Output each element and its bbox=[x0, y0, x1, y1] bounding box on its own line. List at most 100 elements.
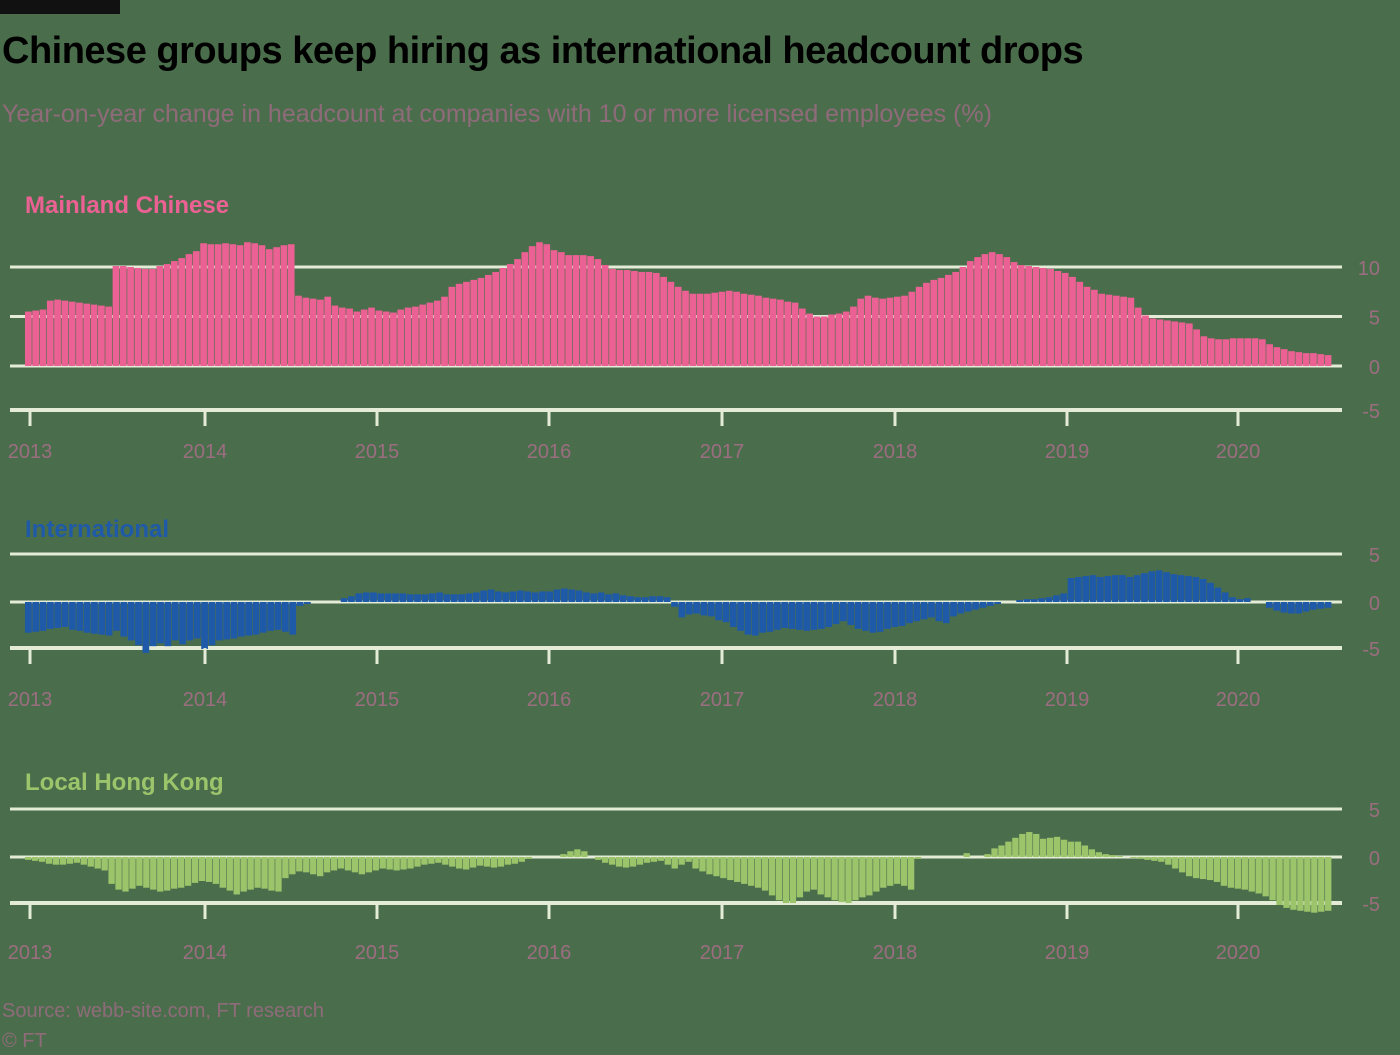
bar bbox=[1302, 353, 1310, 366]
bar bbox=[1105, 294, 1113, 366]
panel-mainland: Mainland Chinese 10 5 0 -5 2013 2014 2015 2016 20… bbox=[8, 192, 1380, 463]
bar bbox=[689, 293, 697, 366]
bar bbox=[572, 255, 580, 366]
bar bbox=[1120, 296, 1127, 366]
bar bbox=[32, 310, 39, 366]
bar bbox=[935, 602, 943, 622]
bar bbox=[791, 302, 799, 366]
bar bbox=[583, 592, 590, 602]
x-tick-label: 2015 bbox=[355, 942, 400, 964]
bar bbox=[1025, 266, 1033, 366]
bar bbox=[650, 857, 658, 862]
bar bbox=[671, 602, 678, 607]
bar bbox=[1083, 286, 1091, 366]
bar bbox=[908, 291, 916, 366]
bar bbox=[490, 857, 498, 868]
x-tick-label: 2018 bbox=[873, 689, 918, 711]
bar bbox=[754, 857, 762, 888]
bar bbox=[864, 295, 872, 366]
bar bbox=[817, 857, 824, 895]
bar bbox=[414, 857, 421, 867]
bar bbox=[201, 602, 208, 650]
bar bbox=[629, 857, 637, 867]
bar bbox=[1144, 857, 1151, 860]
bar bbox=[1088, 849, 1096, 857]
bar bbox=[847, 602, 855, 626]
bar bbox=[108, 857, 115, 884]
bar bbox=[568, 589, 576, 602]
bar bbox=[988, 252, 996, 366]
bar bbox=[1185, 323, 1193, 366]
x-tick-label: 2018 bbox=[873, 441, 918, 463]
bar bbox=[711, 292, 719, 366]
bar bbox=[25, 602, 32, 633]
bar bbox=[1317, 602, 1325, 609]
bar bbox=[247, 857, 254, 890]
bar bbox=[713, 857, 720, 877]
bar bbox=[768, 857, 776, 896]
bar bbox=[61, 602, 69, 627]
bar bbox=[1130, 857, 1137, 858]
bar bbox=[399, 593, 407, 602]
bar bbox=[1280, 602, 1288, 613]
bar bbox=[268, 857, 275, 891]
bar bbox=[893, 296, 901, 366]
bar bbox=[664, 857, 671, 865]
bar bbox=[514, 259, 521, 366]
bar bbox=[1241, 857, 1248, 890]
x-tick-label: 2016 bbox=[527, 942, 572, 964]
bar bbox=[1302, 602, 1310, 612]
bar bbox=[740, 293, 748, 366]
bar bbox=[824, 857, 831, 898]
bar bbox=[1265, 602, 1273, 608]
bar bbox=[1178, 322, 1186, 366]
bar bbox=[289, 602, 297, 635]
bar bbox=[1098, 293, 1106, 366]
bar bbox=[47, 602, 54, 629]
panel-international: International 5 0 -5 2013 2014 2015 2016 2017 201… bbox=[8, 516, 1380, 711]
bar bbox=[360, 309, 368, 366]
bar bbox=[696, 293, 704, 366]
bar bbox=[455, 283, 463, 366]
bar bbox=[400, 857, 407, 870]
x-tick-label: 2019 bbox=[1045, 689, 1090, 711]
bar bbox=[1012, 837, 1019, 857]
bar bbox=[645, 271, 653, 366]
bar bbox=[1026, 832, 1033, 857]
bar bbox=[1156, 319, 1164, 366]
bar bbox=[1266, 344, 1273, 366]
bar bbox=[200, 243, 207, 366]
bar bbox=[1163, 572, 1170, 602]
bar bbox=[237, 602, 245, 637]
bar bbox=[287, 244, 295, 366]
bar bbox=[1133, 575, 1141, 602]
bar bbox=[1324, 602, 1332, 608]
bar bbox=[558, 252, 565, 366]
bar bbox=[915, 286, 923, 366]
bar bbox=[667, 281, 675, 366]
bar bbox=[981, 254, 989, 366]
bar bbox=[379, 857, 386, 869]
bar bbox=[1116, 856, 1123, 857]
bar bbox=[428, 593, 436, 602]
bar bbox=[994, 602, 1001, 604]
bar bbox=[222, 243, 229, 366]
bar bbox=[1273, 347, 1281, 366]
bar bbox=[252, 602, 260, 635]
y-tick-label: 10 bbox=[1358, 258, 1380, 280]
bar bbox=[567, 851, 574, 857]
bar bbox=[928, 602, 935, 618]
bar bbox=[1213, 857, 1221, 882]
x-tick-label: 2014 bbox=[183, 689, 228, 711]
bar bbox=[1165, 857, 1172, 865]
bar bbox=[274, 602, 282, 630]
bar bbox=[258, 245, 266, 366]
bar bbox=[143, 857, 150, 888]
bar bbox=[1309, 602, 1317, 610]
bar bbox=[368, 307, 375, 366]
bar bbox=[142, 602, 150, 653]
x-tick-label: 2020 bbox=[1216, 942, 1261, 964]
bar bbox=[641, 597, 649, 602]
bar bbox=[472, 592, 480, 602]
bar bbox=[623, 269, 631, 366]
